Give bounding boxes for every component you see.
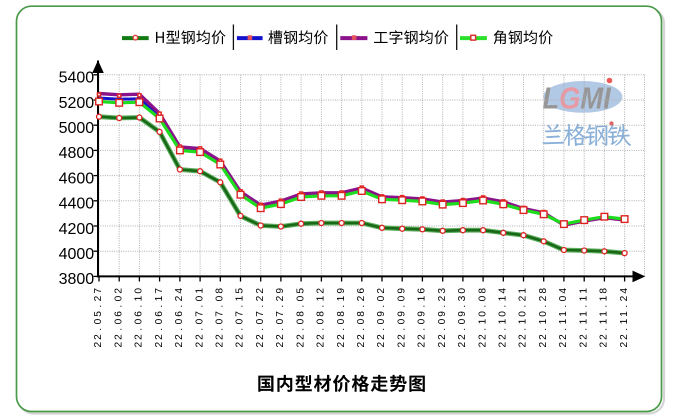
svg-text:22.09.02: 22.09.02: [376, 288, 387, 348]
svg-text:22.05.27: 22.05.27: [93, 288, 104, 348]
svg-text:22.08.19: 22.08.19: [336, 288, 347, 348]
svg-text:22.09.09: 22.09.09: [396, 288, 407, 348]
svg-text:4400: 4400: [59, 196, 95, 213]
svg-text:22.07.01: 22.07.01: [194, 288, 205, 348]
svg-text:22.07.08: 22.07.08: [215, 288, 226, 348]
svg-text:22.09.23: 22.09.23: [437, 288, 448, 348]
svg-text:22.11.24: 22.11.24: [619, 288, 630, 348]
svg-text:22.08.12: 22.08.12: [316, 288, 327, 348]
svg-text:5000: 5000: [59, 120, 95, 137]
svg-text:5400: 5400: [59, 70, 95, 87]
svg-text:22.11.04: 22.11.04: [558, 288, 569, 348]
svg-text:3800: 3800: [59, 271, 95, 288]
svg-text:22.10.14: 22.10.14: [498, 288, 509, 348]
svg-text:22.06.02: 22.06.02: [113, 288, 124, 348]
svg-text:22.09.30: 22.09.30: [457, 288, 468, 348]
svg-text:22.11.11: 22.11.11: [578, 288, 589, 348]
svg-text:22.08.05: 22.08.05: [295, 288, 306, 348]
svg-text:22.09.16: 22.09.16: [417, 288, 428, 348]
svg-text:22.07.22: 22.07.22: [255, 288, 266, 348]
svg-text:22.08.26: 22.08.26: [356, 288, 367, 348]
svg-text:22.07.15: 22.07.15: [235, 288, 246, 348]
svg-text:4000: 4000: [59, 246, 95, 263]
svg-text:LGMI: LGMI: [543, 82, 612, 116]
svg-text:22.11.18: 22.11.18: [599, 288, 610, 348]
svg-text:22.10.28: 22.10.28: [538, 288, 549, 348]
svg-text:5200: 5200: [59, 95, 95, 112]
svg-text:22.10.21: 22.10.21: [518, 288, 529, 348]
svg-text:22.06.24: 22.06.24: [174, 288, 185, 348]
svg-text:22.10.08: 22.10.08: [477, 288, 488, 348]
svg-text:22.06.17: 22.06.17: [154, 288, 165, 348]
svg-text:4200: 4200: [59, 221, 95, 238]
svg-text:22.07.29: 22.07.29: [275, 288, 286, 348]
svg-text:4600: 4600: [59, 170, 95, 187]
svg-text:4800: 4800: [59, 145, 95, 162]
svg-text:22.06.10: 22.06.10: [134, 288, 145, 348]
